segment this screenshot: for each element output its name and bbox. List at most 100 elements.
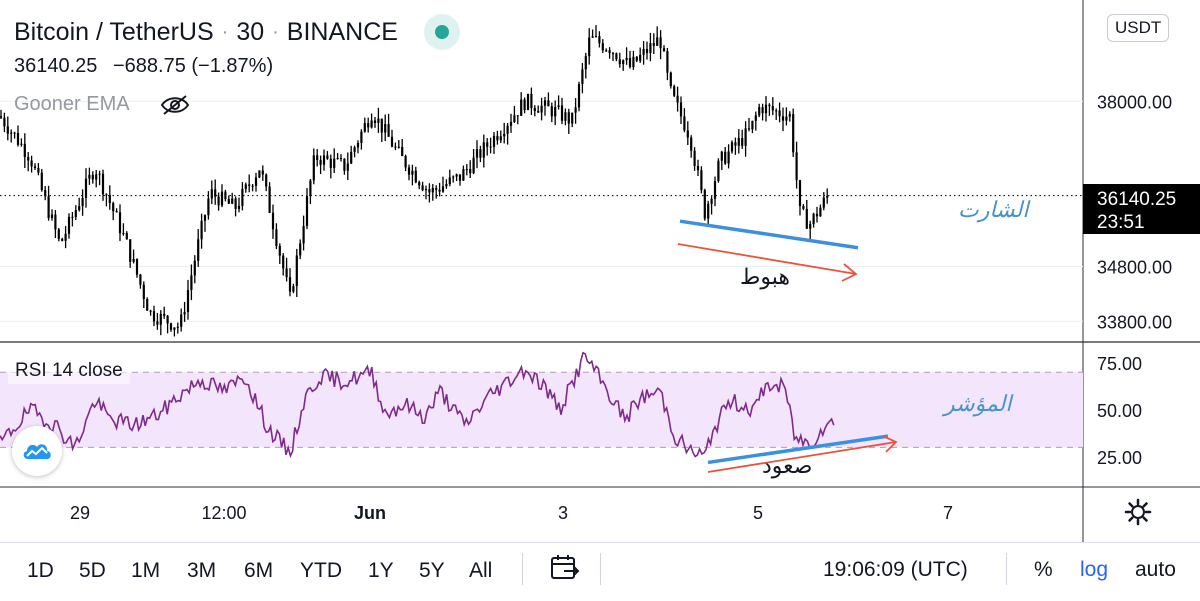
indicator-row[interactable]: Gooner EMA [14, 93, 190, 116]
auto-toggle[interactable]: auto [1135, 558, 1176, 581]
candle-body [591, 36, 594, 38]
candle-body [112, 203, 115, 212]
candle-body [567, 112, 570, 124]
candle-body [387, 124, 390, 137]
candle-body [397, 146, 400, 148]
candle-body [622, 60, 625, 65]
log-toggle[interactable]: log [1080, 558, 1109, 581]
uptrend-arrow[interactable] [707, 435, 898, 473]
candle-body [465, 169, 468, 171]
candle-body [676, 95, 679, 103]
candle-body [513, 115, 516, 122]
candle-body [700, 170, 703, 191]
candle-body [557, 105, 560, 107]
candle-body [20, 143, 23, 145]
candle-body [822, 197, 825, 208]
candle-body [292, 286, 295, 292]
time-axis-tick: 12:00 [201, 503, 246, 523]
candle-body [278, 245, 281, 256]
legend-title[interactable]: Bitcoin / TetherUS · 30 · BINANCE [14, 14, 460, 50]
market-status-icon[interactable] [423, 14, 460, 50]
indicator-name[interactable]: Gooner EMA [14, 93, 130, 115]
candle-body [244, 184, 247, 189]
indicator-annotation: المؤشر [944, 392, 1012, 417]
candle-body [710, 198, 713, 204]
candle-body [360, 131, 363, 144]
rsi-axis-tick: 75.00 [1097, 354, 1142, 374]
candle-body [10, 132, 13, 134]
candle-body [33, 166, 37, 169]
range-all[interactable]: All [469, 559, 493, 582]
candle-body [462, 169, 465, 181]
price-trendline[interactable] [679, 219, 859, 250]
percent-toggle[interactable]: % [1034, 558, 1053, 581]
candle-body [509, 121, 513, 126]
candle-body [343, 158, 346, 171]
candle-body [367, 123, 370, 128]
candle-body [288, 277, 292, 292]
candle-body [421, 185, 424, 191]
candle-body [285, 268, 288, 278]
utc-clock[interactable]: 19:06:09 (UTC) [823, 558, 968, 581]
candle-body [761, 107, 764, 114]
price-axis-tick: 38000.00 [1097, 92, 1172, 112]
range-3m[interactable]: 3M [187, 559, 217, 582]
candle-body [190, 275, 193, 291]
candle-body [23, 143, 26, 158]
candle-body [584, 56, 587, 70]
candle-body [805, 208, 808, 229]
candle-body [197, 239, 200, 261]
candle-body [316, 155, 319, 161]
range-1y[interactable]: 1Y [368, 559, 394, 582]
hidden-eye-icon[interactable] [160, 94, 190, 116]
range-1d[interactable]: 1D [27, 559, 54, 582]
currency-badge[interactable]: USDT [1107, 14, 1170, 42]
candle-body [98, 173, 101, 175]
candle-body [431, 188, 434, 193]
range-ytd[interactable]: YTD [300, 559, 342, 582]
range-5d[interactable]: 5D [79, 559, 106, 582]
candle-body [377, 118, 380, 123]
candle-body [775, 110, 778, 112]
candle-body [54, 214, 57, 230]
candle-body [227, 199, 230, 204]
candle-body [319, 160, 322, 165]
candle-body [312, 155, 315, 181]
candle-body [326, 155, 329, 159]
range-5y[interactable]: 5Y [419, 559, 445, 582]
rsi-title[interactable]: RSI 14 close [8, 358, 130, 384]
candle-body [809, 224, 812, 229]
candle-body [193, 260, 196, 276]
candle-body [707, 203, 710, 219]
price-change: −688.75 (−1.87%) [112, 55, 274, 77]
price-axis-tick: 33800.00 [1097, 312, 1172, 332]
rsi-series-line [0, 351, 835, 459]
tradingview-logo[interactable] [12, 426, 62, 476]
candle-body [254, 177, 258, 186]
candle-body [207, 198, 210, 216]
candle-body [37, 168, 40, 173]
candle-body [91, 174, 94, 180]
candle-body [458, 174, 462, 181]
range-1m[interactable]: 1M [131, 559, 161, 582]
candle-body [350, 151, 353, 164]
symbol-name[interactable]: Bitcoin / TetherUS [14, 17, 214, 46]
candle-body [523, 99, 526, 110]
candle-body [13, 132, 16, 134]
candle-body [812, 213, 815, 225]
candle-body [683, 116, 686, 131]
candle-body [309, 180, 312, 197]
candle-body [673, 86, 676, 96]
range-6m[interactable]: 6M [244, 559, 274, 582]
candle-body [642, 49, 645, 55]
candle-body [754, 115, 757, 121]
candle-body [295, 255, 298, 287]
downtrend-arrow[interactable] [677, 243, 858, 282]
calendar-goto-icon[interactable] [550, 554, 580, 582]
candle-body [744, 128, 747, 146]
rsi-trendline[interactable] [707, 434, 889, 465]
gear-icon[interactable] [1124, 498, 1152, 526]
candle-body [656, 37, 659, 46]
interval[interactable]: 30 [236, 17, 265, 46]
